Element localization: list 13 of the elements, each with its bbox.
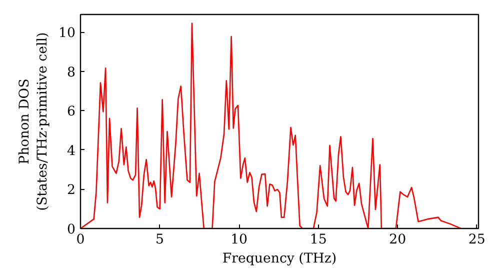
y-tick-label: 6: [67, 104, 76, 120]
y-tick-label: 0: [67, 222, 76, 238]
x-tick-label: 15: [310, 232, 327, 248]
x-tick-label: 5: [156, 232, 164, 248]
y-tick-label: 10: [58, 26, 76, 42]
x-tick-label: 10: [230, 232, 248, 248]
y-tick-label: 8: [67, 65, 76, 80]
x-axis-title: Frequency (THz): [222, 252, 337, 266]
y-tick-label: 2: [67, 183, 76, 198]
y-axis-title: Phonon DOS (States/THz·primitive cell): [18, 32, 51, 211]
x-tick-label: 25: [468, 232, 486, 248]
x-tick-label: 20: [389, 232, 406, 248]
y-tick-label: 4: [67, 144, 76, 159]
